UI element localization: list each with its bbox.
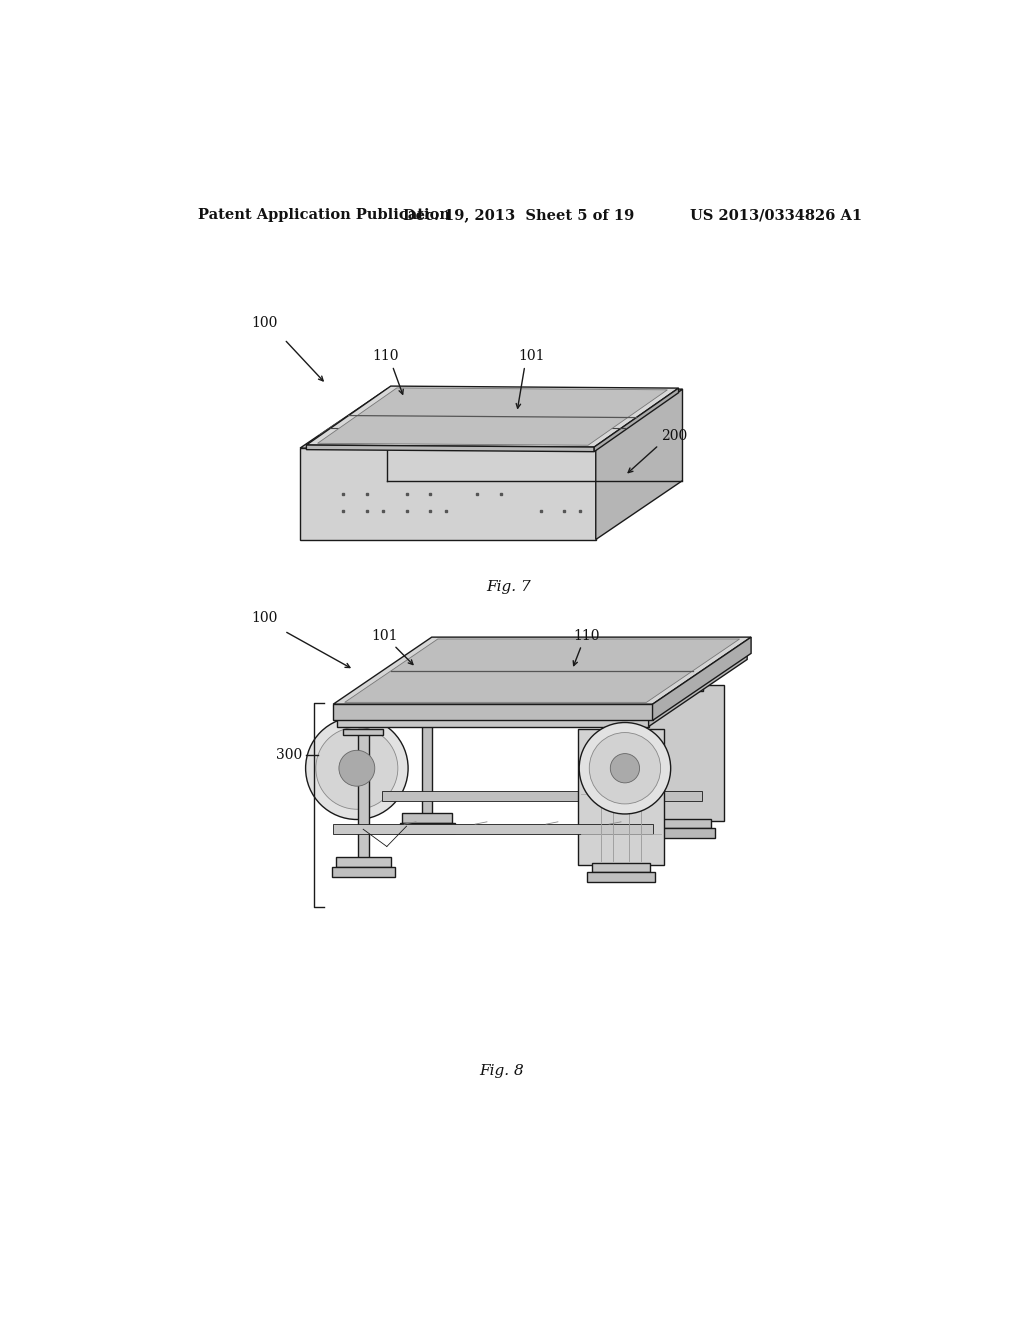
Polygon shape — [667, 685, 703, 692]
Polygon shape — [337, 649, 748, 717]
Circle shape — [580, 722, 671, 814]
Polygon shape — [319, 420, 637, 436]
Polygon shape — [343, 729, 383, 735]
Polygon shape — [587, 873, 655, 882]
Polygon shape — [652, 638, 751, 721]
Text: 101: 101 — [518, 348, 545, 363]
Polygon shape — [333, 704, 652, 721]
Polygon shape — [300, 447, 596, 540]
Polygon shape — [578, 729, 665, 865]
Text: 101: 101 — [371, 630, 397, 643]
Polygon shape — [345, 639, 739, 702]
Polygon shape — [325, 425, 631, 432]
Text: Fig. 8: Fig. 8 — [479, 1064, 523, 1078]
Text: 200: 200 — [662, 429, 687, 444]
Text: US 2013/0334826 A1: US 2013/0334826 A1 — [690, 209, 862, 222]
Circle shape — [305, 717, 409, 820]
Polygon shape — [383, 791, 701, 801]
Polygon shape — [306, 385, 679, 447]
Circle shape — [589, 733, 660, 804]
Polygon shape — [306, 445, 594, 451]
Text: 100: 100 — [251, 611, 278, 624]
Polygon shape — [336, 857, 391, 867]
Polygon shape — [399, 824, 455, 833]
Polygon shape — [594, 388, 679, 451]
Polygon shape — [317, 388, 668, 445]
Polygon shape — [592, 863, 650, 873]
Polygon shape — [333, 638, 751, 704]
Text: 110: 110 — [373, 348, 399, 363]
Polygon shape — [646, 685, 725, 821]
Text: Patent Application Publication: Patent Application Publication — [198, 209, 450, 222]
Polygon shape — [423, 685, 432, 816]
Polygon shape — [402, 813, 453, 824]
Circle shape — [339, 750, 375, 787]
Polygon shape — [596, 389, 682, 540]
Circle shape — [315, 727, 398, 809]
Polygon shape — [337, 717, 648, 726]
Text: 100: 100 — [251, 315, 278, 330]
Text: Fig. 7: Fig. 7 — [486, 581, 531, 594]
Text: 110: 110 — [573, 630, 600, 643]
Text: Dec. 19, 2013  Sheet 5 of 19: Dec. 19, 2013 Sheet 5 of 19 — [402, 209, 634, 222]
Polygon shape — [332, 867, 394, 876]
Polygon shape — [601, 729, 641, 735]
Polygon shape — [648, 649, 748, 726]
Circle shape — [610, 754, 640, 783]
Polygon shape — [410, 685, 444, 692]
Polygon shape — [300, 389, 682, 447]
Polygon shape — [357, 729, 369, 859]
Text: 300: 300 — [276, 748, 302, 762]
Polygon shape — [333, 824, 652, 834]
Polygon shape — [655, 829, 715, 838]
Polygon shape — [659, 820, 711, 829]
